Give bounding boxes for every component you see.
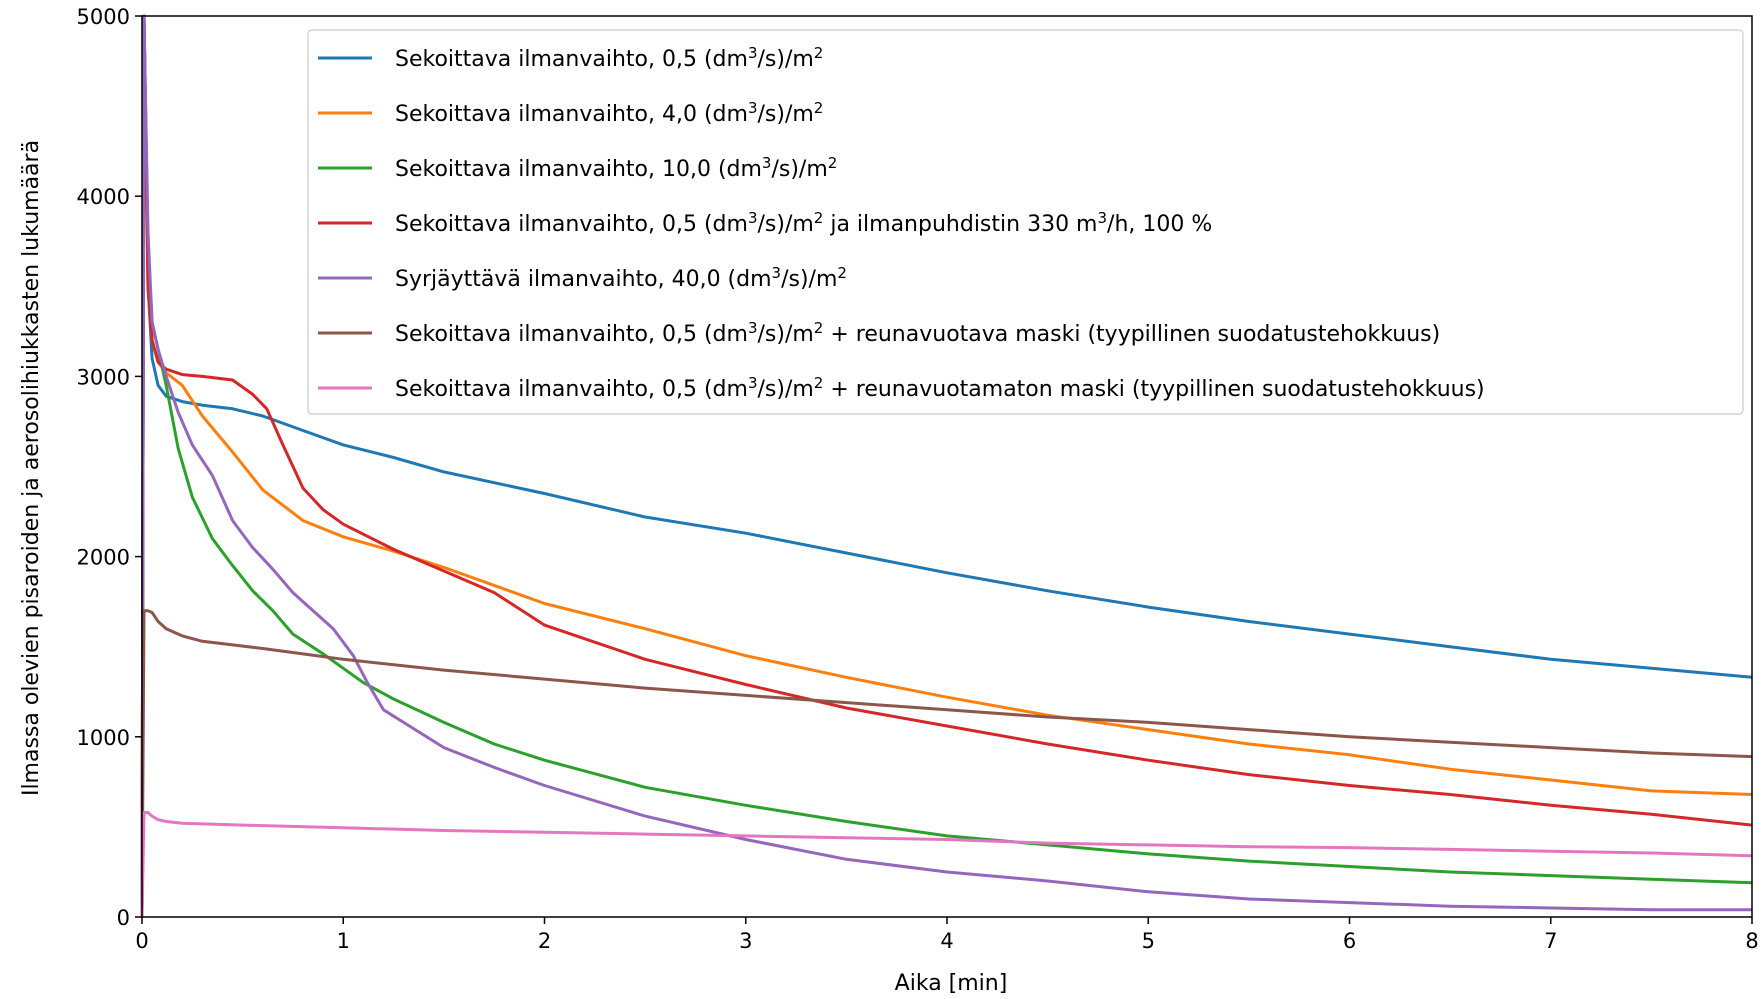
legend-entry-4: Sekoittava ilmanvaihto, 0,5 (dm3/s)/m2 j… [395, 209, 1212, 237]
y-axis-label: Ilmassa olevien pisaroiden ja aerosolihi… [19, 140, 44, 796]
x-tick-label: 6 [1343, 929, 1356, 953]
x-tick-label: 8 [1745, 929, 1758, 953]
legend-entry-1: Sekoittava ilmanvaihto, 0,5 (dm3/s)/m2 [395, 44, 823, 72]
x-tick-label: 3 [739, 929, 752, 953]
series-line-6 [140, 609, 1753, 918]
x-tick-label: 4 [940, 929, 953, 953]
y-tick-label: 3000 [77, 365, 130, 389]
legend-entry-2: Sekoittava ilmanvaihto, 4,0 (dm3/s)/m2 [395, 99, 823, 127]
y-tick-label: 0 [117, 906, 130, 930]
y-tick-label: 4000 [77, 185, 130, 209]
legend-entry-5: Syrjäyttävä ilmanvaihto, 40,0 (dm3/s)/m2 [395, 264, 847, 292]
series-line-4 [140, 14, 1753, 918]
y-tick-label: 5000 [77, 5, 130, 29]
legend-entry-6: Sekoittava ilmanvaihto, 0,5 (dm3/s)/m2 +… [395, 319, 1440, 347]
legend: Sekoittava ilmanvaihto, 0,5 (dm3/s)/m2 Se… [307, 29, 1744, 415]
x-tick-label: 0 [135, 929, 148, 953]
plot-area [140, 14, 1753, 918]
legend-box [307, 29, 1744, 415]
series-line-1 [140, 14, 1753, 918]
x-tick-label: 1 [337, 929, 350, 953]
ticks: 0 1 2 3 4 5 6 7 8 0 1000 2000 3000 4000 5000 [77, 5, 1759, 953]
x-axis-label: Aika [min] [895, 971, 1008, 996]
x-tick-label: 7 [1544, 929, 1557, 953]
x-tick-label: 5 [1142, 929, 1155, 953]
series-line-7 [140, 811, 1753, 918]
y-tick-label: 1000 [77, 726, 130, 750]
legend-entry-3: Sekoittava ilmanvaihto, 10,0 (dm3/s)/m2 [395, 154, 837, 182]
series-line-3 [140, 14, 1753, 918]
y-tick-label: 2000 [77, 546, 130, 570]
x-tick-label: 2 [538, 929, 551, 953]
legend-entry-7: Sekoittava ilmanvaihto, 0,5 (dm3/s)/m2 +… [395, 374, 1485, 402]
series-line-5 [140, 14, 1752, 918]
